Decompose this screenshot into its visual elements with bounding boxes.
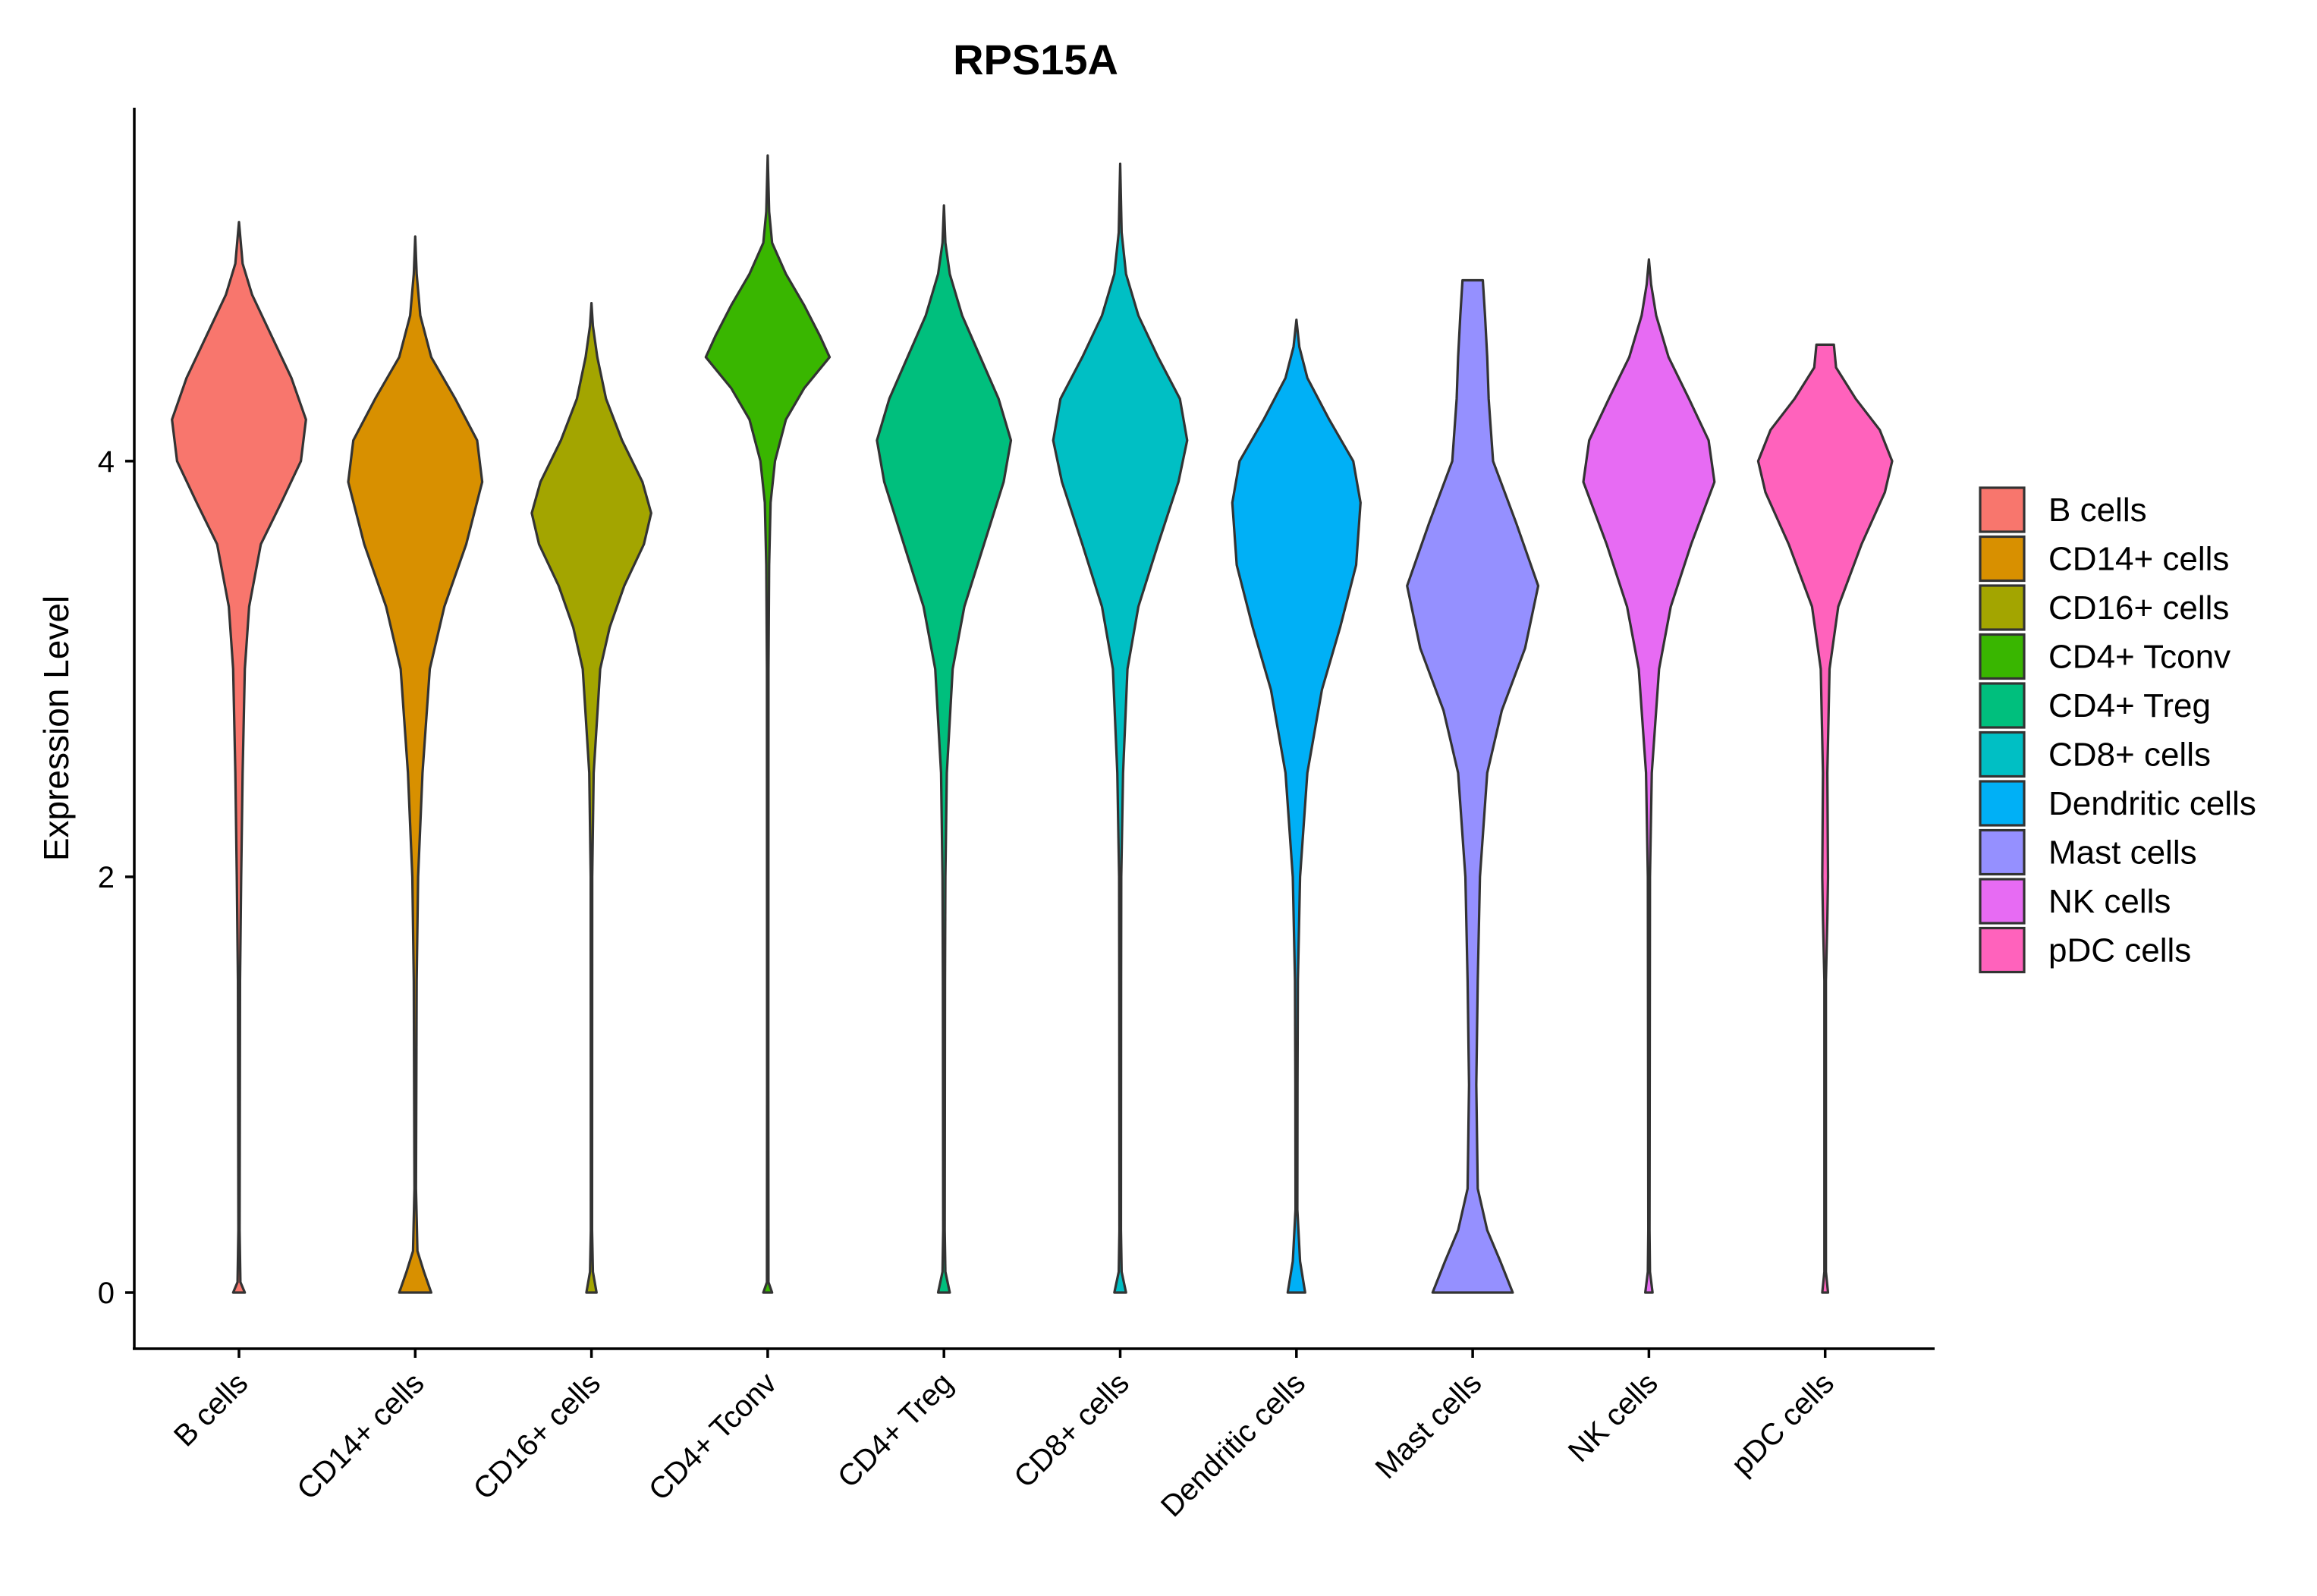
x-tick-label: CD8+ cells: [1008, 1366, 1136, 1494]
x-tick-label: pDC cells: [1725, 1366, 1841, 1481]
x-tick-label: CD14+ cells: [291, 1366, 430, 1506]
y-tick-label: 0: [98, 1277, 115, 1310]
y-axis-ticks: 0 2 4: [98, 445, 134, 1310]
chart-title: RPS15A: [953, 36, 1118, 83]
legend-label: B cells: [2048, 492, 2147, 529]
x-tick-label: B cells: [168, 1366, 254, 1453]
y-axis-title: Expression Level: [36, 595, 76, 861]
x-tick-label: NK cells: [1562, 1366, 1665, 1469]
legend-key: [1979, 878, 2026, 925]
violin-cd4-treg: [876, 204, 1013, 1294]
violin-cd4-tconv: [704, 154, 832, 1294]
legend-label: pDC cells: [2048, 932, 2191, 969]
y-tick-label: 2: [98, 861, 115, 894]
legend-key: [1979, 828, 2026, 876]
legend-key: [1979, 682, 2026, 729]
legend-label: CD4+ Treg: [2048, 687, 2211, 724]
plot-area: [171, 154, 1894, 1294]
y-tick-label: 4: [98, 445, 115, 479]
x-tick-label: Dendritic cells: [1155, 1366, 1312, 1523]
legend-label: CD4+ Tconv: [2048, 639, 2231, 676]
violin-mast-cells: [1406, 278, 1540, 1294]
violin-nk-cells: [1582, 258, 1716, 1294]
violin-cd14-cells: [347, 235, 484, 1294]
legend-label: CD16+ cells: [2048, 589, 2229, 627]
legend-key: [1979, 926, 2026, 974]
violin-pdc-cells: [1756, 343, 1894, 1294]
legend-label: NK cells: [2048, 883, 2171, 920]
legend-key: [1979, 535, 2026, 583]
legend-key: [1979, 780, 2026, 827]
x-tick-label: CD4+ Treg: [832, 1366, 960, 1494]
legend-key: [1979, 584, 2026, 631]
x-tick-label: CD4+ Tconv: [643, 1366, 783, 1506]
violin-dendritic-cells: [1231, 318, 1362, 1294]
violin-cd8-cells: [1052, 162, 1189, 1294]
x-axis-ticks: B cells CD14+ cells CD16+ cells CD4+ Tconv C…: [168, 1349, 1841, 1523]
legend-label: CD8+ cells: [2048, 737, 2211, 774]
legend-label: Mast cells: [2048, 834, 2197, 872]
legend-key: [1979, 633, 2026, 680]
violin-b-cells: [171, 221, 307, 1294]
x-tick-label: Mast cells: [1369, 1366, 1489, 1485]
legend-label: Dendritic cells: [2048, 785, 2256, 822]
violin-cd16-cells: [530, 302, 652, 1294]
legend-key: [1979, 486, 2026, 533]
legend-label: CD14+ cells: [2048, 541, 2229, 578]
legend-key: [1979, 730, 2026, 778]
x-tick-label: CD16+ cells: [467, 1366, 607, 1506]
legend: B cells CD14+ cells CD16+ cells CD4+ Tconv C…: [1979, 486, 2256, 974]
